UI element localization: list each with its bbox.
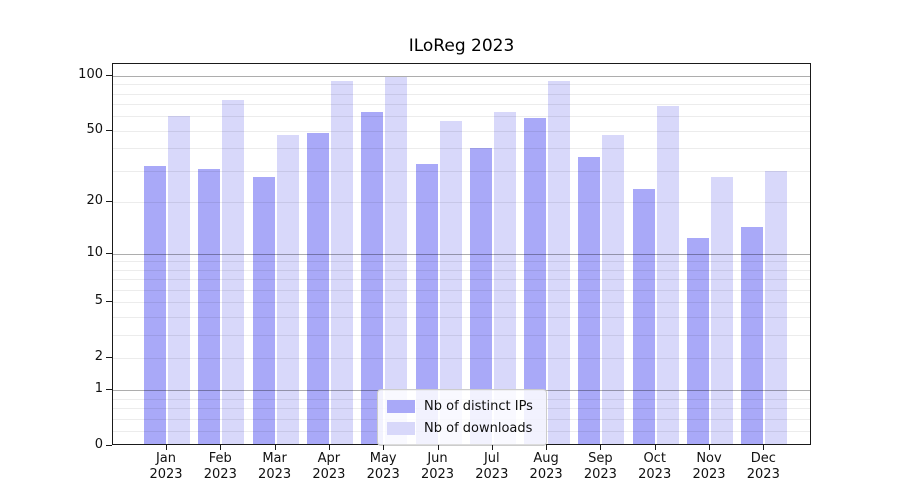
y-tick-label: 5 <box>94 293 103 309</box>
y-tick-label: 20 <box>86 192 103 208</box>
bar-dec-downloads <box>765 171 788 444</box>
x-tick-mark <box>166 445 167 450</box>
y-tick-label: 0 <box>94 437 103 452</box>
x-tick-mark <box>383 445 385 450</box>
bar-feb-distinct-ips <box>198 168 221 444</box>
x-tick-mark <box>763 445 765 450</box>
bar-mar-distinct-ips <box>252 176 275 444</box>
bar-nov-downloads <box>711 176 733 444</box>
gridline-minor <box>113 334 810 336</box>
bar-oct-downloads <box>656 105 679 444</box>
y-tick-mark <box>106 74 112 76</box>
gridline-minor <box>113 93 810 95</box>
x-tick-label: Aug 2023 <box>529 451 563 482</box>
x-tick-mark <box>600 445 602 450</box>
bar-may-downloads <box>385 77 408 444</box>
x-tick-label: Apr 2023 <box>312 451 346 482</box>
y-tick-label: 1 <box>94 381 103 397</box>
bar-may-distinct-ips <box>361 111 384 444</box>
bar-jun-distinct-ips <box>415 163 438 444</box>
gridline-minor <box>113 269 810 271</box>
x-tick-mark <box>437 445 439 450</box>
y-tick-label: 100 <box>78 66 103 82</box>
gridline-minor <box>113 201 810 203</box>
x-tick-label: Oct 2023 <box>638 451 672 482</box>
gridline-minor <box>113 148 810 150</box>
bar-oct-distinct-ips <box>632 189 655 444</box>
gridline-minor <box>113 357 810 359</box>
x-tick-label: Jun 2023 <box>420 451 455 482</box>
x-tick-label: Mar 2023 <box>258 451 292 482</box>
x-tick-label: Dec 2023 <box>746 451 780 482</box>
legend-entry-distinct-ips: Nb of distinct IPs <box>387 397 537 416</box>
bar-sep-distinct-ips <box>578 156 601 444</box>
x-tick-label: Nov 2023 <box>692 451 726 482</box>
gridline-major <box>113 75 810 77</box>
x-tick-label: Feb 2023 <box>203 451 237 482</box>
chart-title: ILoReg 2023 <box>408 36 515 56</box>
gridline-minor <box>113 261 810 263</box>
x-tick-mark <box>491 445 493 450</box>
bar-jun-downloads <box>439 121 462 444</box>
bar-jan-distinct-ips <box>144 166 166 444</box>
gridline-minor <box>113 279 810 281</box>
legend-entry-downloads: Nb of downloads <box>387 419 537 438</box>
x-tick-mark <box>274 445 276 450</box>
y-tick-mark <box>106 252 112 254</box>
gridline-major <box>113 253 810 255</box>
y-tick-mark <box>106 200 112 202</box>
gridline-minor <box>113 289 810 291</box>
legend-swatch-downloads <box>387 422 415 435</box>
bar-apr-distinct-ips <box>306 133 329 444</box>
bar-jul-distinct-ips <box>469 148 492 444</box>
y-tick-label: 50 <box>86 121 103 137</box>
bar-sep-downloads <box>602 135 625 444</box>
gridline-minor <box>113 130 810 132</box>
y-tick-mark <box>106 445 112 446</box>
bar-aug-downloads <box>548 81 571 444</box>
y-tick-mark <box>106 356 112 358</box>
legend-label-downloads: Nb of downloads <box>424 421 533 436</box>
bar-apr-downloads <box>330 81 353 444</box>
bars-layer <box>113 64 810 444</box>
bar-feb-downloads <box>222 99 245 444</box>
legend-swatch-distinct-ips <box>387 400 415 413</box>
plot-area: Nb of distinct IPs Nb of downloads <box>112 63 811 446</box>
bar-jan-downloads <box>168 115 190 444</box>
gridline-minor <box>113 104 810 106</box>
legend-label-distinct-ips: Nb of distinct IPs <box>424 399 533 414</box>
gridline-minor <box>113 316 810 318</box>
gridline-minor <box>113 84 810 86</box>
gridline-minor <box>113 170 810 172</box>
x-tick-mark <box>709 445 710 450</box>
bar-nov-distinct-ips <box>687 238 709 444</box>
x-tick-mark <box>654 445 656 450</box>
x-tick-label: Jan 2023 <box>149 451 183 482</box>
bar-jul-downloads <box>493 111 516 444</box>
x-tick-mark <box>328 445 330 450</box>
bar-aug-distinct-ips <box>524 118 547 444</box>
y-tick-mark <box>106 129 112 131</box>
x-tick-label: Sep 2023 <box>583 451 617 482</box>
grid-layer <box>113 64 810 444</box>
y-tick-mark <box>106 301 112 303</box>
x-tick-label: Jul 2023 <box>475 451 509 482</box>
gridline-minor <box>113 302 810 304</box>
x-tick-label: May 2023 <box>366 451 400 482</box>
y-tick-label: 10 <box>86 244 103 260</box>
legend: Nb of distinct IPs Nb of downloads <box>377 389 547 446</box>
bar-dec-distinct-ips <box>741 226 764 444</box>
bar-mar-downloads <box>276 135 299 444</box>
gridline-minor <box>113 116 810 118</box>
x-tick-mark <box>220 445 222 450</box>
y-tick-mark <box>106 389 112 391</box>
y-tick-label: 2 <box>94 348 103 364</box>
x-tick-mark <box>546 445 548 450</box>
